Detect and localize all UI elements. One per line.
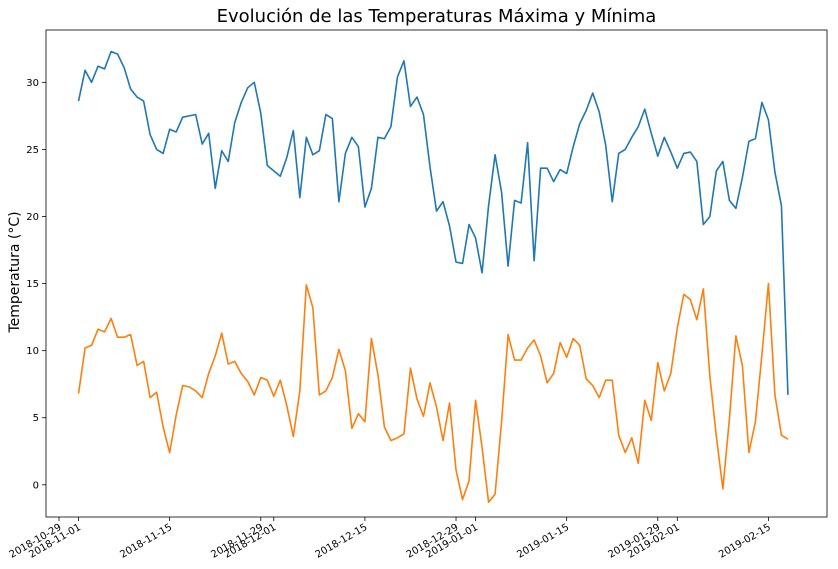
y-tick-label: 5 xyxy=(33,413,39,424)
series-lines xyxy=(77,50,789,504)
y-tick-label: 10 xyxy=(26,346,39,357)
y-tick-label: 20 xyxy=(26,212,39,223)
y-axis-label: Temperatura (°C) xyxy=(7,211,23,333)
y-tick-label: 25 xyxy=(26,145,39,156)
x-tick-label: 2019-02-15 xyxy=(717,522,773,561)
y-tick-label: 0 xyxy=(33,480,39,491)
series-line-2 xyxy=(77,282,789,504)
chart-title: Evolución de las Temperaturas Máxima y M… xyxy=(217,6,657,27)
y-axis: 0 5 10 15 20 25 30 xyxy=(26,78,46,491)
x-tick-label: 2018-11-15 xyxy=(118,522,174,561)
y-tick-label: 15 xyxy=(26,279,39,290)
x-tick-label: 2018-12-15 xyxy=(314,522,370,561)
y-tick-label: 30 xyxy=(26,78,39,89)
series-line-1 xyxy=(77,50,789,395)
x-tick-label: 2019-01-15 xyxy=(515,522,571,561)
plot-frame xyxy=(45,29,828,518)
